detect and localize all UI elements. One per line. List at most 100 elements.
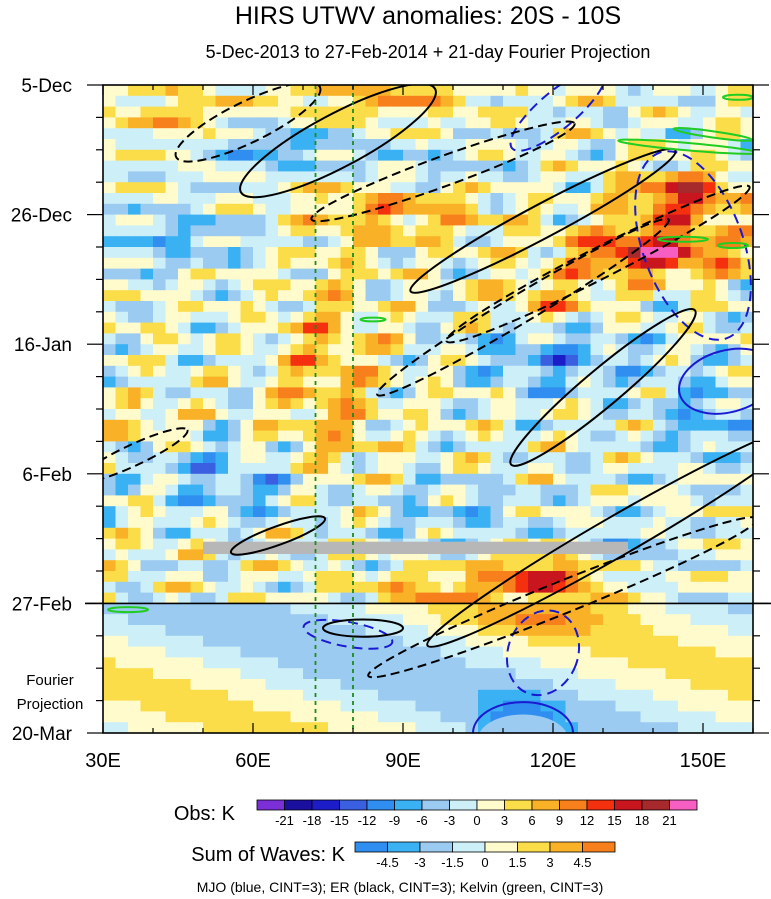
- anomaly-cell: [590, 268, 604, 280]
- anomaly-cell: [653, 700, 667, 712]
- anomaly-cell: [178, 214, 192, 226]
- anomaly-cell: [228, 95, 242, 108]
- anomaly-cell: [278, 592, 292, 604]
- anomaly-cell: [215, 398, 229, 410]
- anomaly-cell: [603, 722, 617, 733]
- anomaly-cell: [340, 635, 354, 648]
- anomaly-cell: [515, 344, 529, 356]
- anomaly-cell: [153, 193, 167, 205]
- anomaly-cell: [490, 549, 504, 561]
- anomaly-cell: [103, 149, 117, 162]
- anomaly-cell: [703, 355, 717, 367]
- anomaly-cell: [390, 419, 404, 432]
- anomaly-cell: [515, 322, 529, 334]
- anomaly-cell: [703, 463, 717, 475]
- anomaly-cell: [665, 668, 679, 680]
- anomaly-cell: [465, 398, 479, 410]
- anomaly-cell: [665, 517, 679, 529]
- anomaly-cell: [428, 85, 442, 97]
- anomaly-cell: [353, 700, 367, 712]
- colorbar-box: [311, 799, 340, 811]
- anomaly-cell: [603, 301, 617, 313]
- anomaly-cell: [628, 290, 642, 302]
- anomaly-cell: [690, 311, 704, 324]
- anomaly-cell: [615, 419, 629, 432]
- anomaly-cell: [278, 668, 292, 680]
- anomaly-cell: [390, 301, 404, 313]
- anomaly-cell: [440, 614, 454, 626]
- anomaly-cell: [278, 365, 292, 378]
- anomaly-cell: [265, 560, 279, 572]
- anomaly-cell: [615, 225, 629, 237]
- anomaly-cell: [690, 452, 704, 464]
- anomaly-cell: [678, 139, 692, 151]
- anomaly-cell: [690, 473, 704, 486]
- anomaly-cell: [128, 495, 142, 507]
- anomaly-cell: [390, 214, 404, 226]
- anomaly-cell: [290, 711, 304, 723]
- anomaly-cell: [653, 160, 667, 172]
- anomaly-cell: [215, 560, 229, 572]
- anomaly-cell: [190, 160, 204, 172]
- anomaly-cell: [640, 635, 654, 648]
- anomaly-cell: [165, 85, 179, 97]
- colorbar-tick-label: 18: [635, 813, 649, 828]
- anomaly-cell: [478, 355, 492, 367]
- anomaly-cell: [515, 398, 529, 410]
- anomaly-cell: [503, 495, 517, 507]
- anomaly-cell: [165, 322, 179, 334]
- anomaly-cell: [528, 171, 542, 183]
- anomaly-cell: [328, 603, 342, 615]
- anomaly-cell: [528, 376, 542, 388]
- anomaly-cell: [303, 106, 317, 118]
- anomaly-cell: [303, 365, 317, 378]
- anomaly-cell: [140, 484, 154, 496]
- anomaly-cell: [365, 430, 379, 442]
- anomaly-cell: [265, 679, 279, 691]
- anomaly-cell: [228, 182, 242, 194]
- anomaly-cell: [740, 722, 753, 733]
- anomaly-cell: [278, 409, 292, 421]
- anomaly-cell: [378, 171, 392, 183]
- anomaly-cell: [190, 149, 204, 162]
- anomaly-cell: [203, 279, 217, 291]
- anomaly-cell: [540, 95, 554, 108]
- anomaly-cell: [203, 689, 217, 702]
- anomaly-cell: [303, 95, 317, 108]
- anomaly-cell: [490, 106, 504, 118]
- anomaly-cell: [715, 117, 729, 129]
- anomaly-cell: [640, 700, 654, 712]
- er-contour: [445, 184, 751, 344]
- anomaly-cell: [503, 236, 517, 248]
- anomaly-cell: [303, 149, 317, 162]
- anomaly-cell: [403, 495, 417, 507]
- anomaly-cell: [578, 549, 592, 561]
- anomaly-cell: [165, 203, 179, 216]
- anomaly-cell: [265, 225, 279, 237]
- anomaly-cell: [553, 290, 567, 302]
- anomaly-cell: [190, 365, 204, 378]
- anomaly-cell: [240, 409, 254, 421]
- anomaly-cell: [365, 517, 379, 529]
- anomaly-cell: [578, 290, 592, 302]
- anomaly-cell: [203, 614, 217, 626]
- anomaly-cell: [553, 322, 567, 334]
- anomaly-cell: [415, 139, 429, 151]
- anomaly-cell: [578, 268, 592, 280]
- anomaly-cell: [615, 452, 629, 464]
- anomaly-cell: [728, 409, 742, 421]
- anomaly-cell: [303, 85, 317, 97]
- anomaly-cell: [690, 225, 704, 237]
- anomaly-cell: [165, 171, 179, 183]
- anomaly-cell: [628, 301, 642, 313]
- anomaly-cell: [653, 646, 667, 658]
- anomaly-cell: [153, 463, 167, 475]
- anomaly-cell: [615, 214, 629, 226]
- anomaly-cell: [353, 225, 367, 237]
- anomaly-cell: [678, 668, 692, 680]
- anomaly-cell: [503, 203, 517, 216]
- anomaly-cell: [128, 85, 142, 97]
- anomaly-cell: [678, 214, 692, 226]
- anomaly-cell: [115, 322, 129, 334]
